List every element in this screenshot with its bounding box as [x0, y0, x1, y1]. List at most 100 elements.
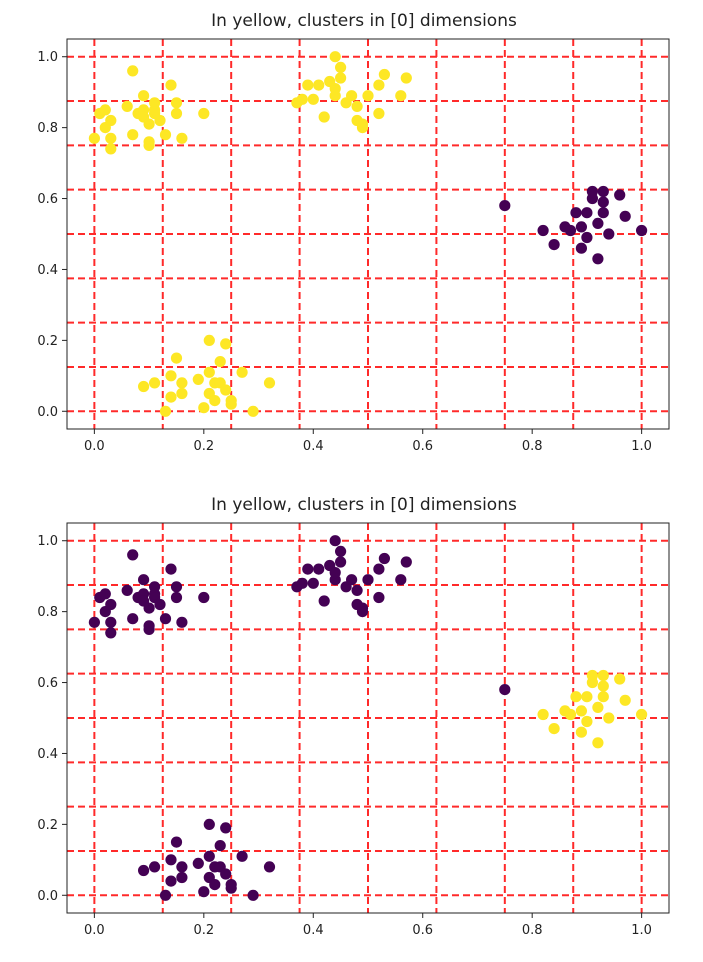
scatter-point-purple: [165, 854, 177, 866]
scatter-point-purple: [149, 581, 161, 593]
scatter-point-yellow: [356, 122, 369, 134]
scatter-point-purple: [236, 850, 248, 862]
scatter-point-purple: [127, 613, 139, 625]
y-tick-label: 0.6: [37, 676, 58, 691]
scatter-point-yellow: [329, 83, 341, 95]
scatter-point-yellow: [154, 114, 166, 127]
scatter-point-yellow: [165, 391, 177, 403]
scatter-point-purple: [313, 563, 325, 575]
scatter-point-purple: [335, 545, 347, 557]
scatter-point-yellow: [220, 384, 232, 396]
x-tick-label: 0.8: [522, 439, 543, 454]
scatter-point-purple: [329, 535, 341, 547]
scatter-point-purple: [121, 584, 133, 596]
scatter-point-purple: [586, 185, 599, 198]
y-tick-label: 0.2: [37, 334, 58, 349]
y-tick-label: 1.0: [37, 50, 58, 65]
chart-title: In yellow, clusters in [0] dimensions: [211, 11, 517, 31]
scatter-point-purple: [296, 577, 308, 589]
scatter-point-purple: [581, 207, 593, 219]
scatter-point-purple: [159, 889, 172, 901]
axes-frame: [66, 38, 670, 430]
scatter-point-yellow: [236, 366, 248, 378]
scatter-point-yellow: [99, 104, 111, 116]
chart-title: In yellow, clusters in [0] dimensions: [211, 495, 517, 515]
scatter-point-yellow: [603, 712, 615, 724]
scatter-point-purple: [165, 875, 177, 887]
scatter-point-purple: [564, 224, 577, 237]
scatter-point-purple: [356, 606, 369, 618]
scatter-point-yellow: [149, 97, 161, 109]
scatter-point-yellow: [138, 90, 150, 102]
scatter-plot-bottom: In yellow, clusters in [0] dimensions 0.…: [37, 495, 670, 938]
scatter-point-purple: [176, 871, 188, 884]
scatter-point-yellow: [225, 395, 237, 407]
scatter-point-yellow: [198, 107, 210, 120]
scatter-point-purple: [198, 591, 210, 604]
scatter-point-yellow: [88, 132, 100, 144]
y-tick-label: 0.4: [37, 263, 58, 278]
scatter-point-yellow: [586, 669, 599, 682]
scatter-point-yellow: [318, 111, 330, 123]
scatter-point-purple: [329, 567, 341, 579]
x-tick-label: 0.0: [84, 439, 105, 454]
scatter-point-purple: [302, 563, 314, 575]
scatter-point-yellow: [564, 708, 577, 721]
scatter-point-yellow: [170, 352, 183, 364]
scatter-point-purple: [499, 684, 511, 696]
scatter-point-purple: [220, 822, 232, 834]
scatter-point-purple: [362, 574, 374, 586]
scatter-point-purple: [105, 598, 117, 611]
scatter-point-purple: [592, 253, 604, 265]
y-tick-label: 0.6: [37, 192, 58, 207]
scatter-point-purple: [203, 850, 215, 862]
y-tick-label: 0.0: [37, 889, 58, 904]
x-tick-label: 0.6: [412, 439, 433, 454]
scatter-point-purple: [307, 577, 319, 589]
scatter-point-purple: [198, 886, 210, 898]
scatter-point-yellow: [307, 93, 319, 105]
scatter-point-yellow: [614, 673, 626, 685]
scatter-point-yellow: [176, 387, 188, 400]
scatter-point-yellow: [159, 405, 172, 417]
scatter-point-purple: [592, 217, 604, 229]
scatter-point-yellow: [362, 90, 374, 102]
scatter-point-purple: [127, 549, 139, 561]
x-tick-label: 1.0: [631, 439, 652, 454]
scatter-plot-top: In yellow, clusters in [0] dimensions 0.…: [37, 11, 670, 454]
scatter-point-yellow: [121, 100, 133, 112]
scatter-point-yellow: [351, 100, 363, 112]
scatter-point-purple: [395, 574, 407, 586]
scatter-point-yellow: [127, 129, 139, 141]
x-tick-label: 0.2: [193, 923, 214, 938]
scatter-point-yellow: [138, 380, 150, 393]
scatter-point-yellow: [313, 79, 325, 91]
scatter-point-purple: [209, 879, 221, 891]
scatter-figure-bottom: In yellow, clusters in [0] dimensions 0.…: [0, 484, 703, 962]
scatter-point-yellow: [597, 691, 609, 703]
scatter-point-purple: [105, 627, 117, 639]
scatter-point-yellow: [597, 680, 609, 692]
scatter-point-yellow: [176, 377, 188, 389]
scatter-point-purple: [149, 861, 161, 873]
scatter-point-yellow: [329, 51, 341, 63]
scatter-point-purple: [537, 224, 549, 237]
scatter-point-yellow: [581, 715, 593, 728]
scatter-point-purple: [373, 591, 385, 604]
scatter-point-purple: [378, 552, 390, 565]
scatter-point-yellow: [170, 97, 183, 109]
scatter-point-yellow: [143, 136, 155, 148]
y-tick-label: 0.8: [37, 605, 58, 620]
scatter-point-yellow: [619, 694, 631, 706]
y-tick-label: 1.0: [37, 534, 58, 549]
scatter-point-yellow: [378, 68, 390, 81]
scatter-point-purple: [581, 231, 593, 244]
scatter-point-yellow: [570, 691, 582, 703]
scatter-point-purple: [203, 818, 215, 830]
y-tick-label: 0.2: [37, 818, 58, 833]
scatter-point-purple: [247, 889, 259, 901]
scatter-point-purple: [335, 556, 347, 568]
scatter-point-purple: [165, 563, 177, 575]
scatter-point-purple: [154, 598, 166, 611]
axes-frame: [66, 522, 670, 914]
